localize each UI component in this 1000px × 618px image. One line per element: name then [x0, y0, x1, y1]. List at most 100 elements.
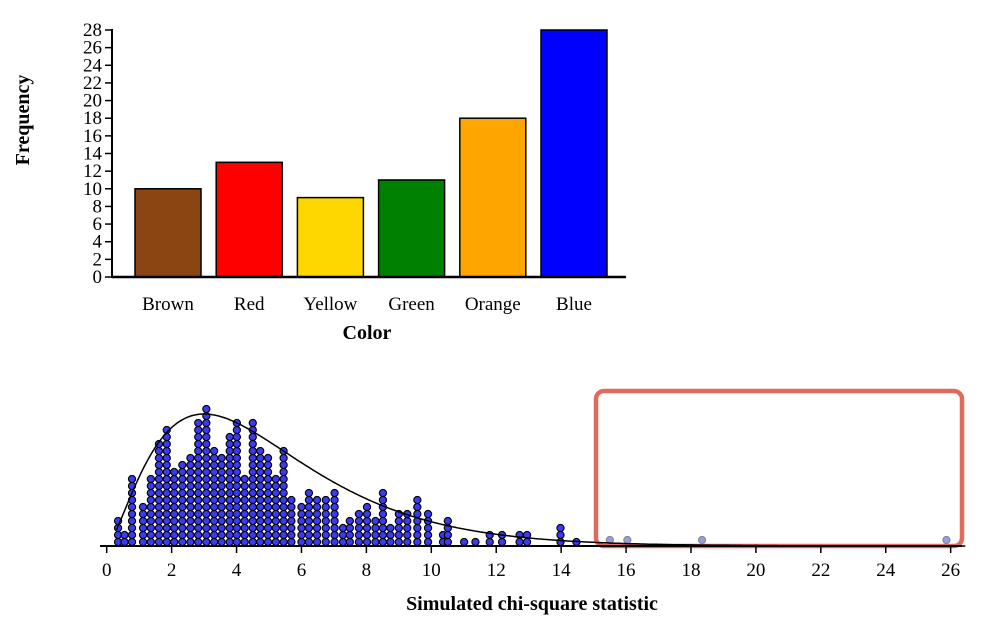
dot	[321, 530, 330, 540]
dot	[154, 502, 164, 512]
dot	[248, 537, 257, 547]
dot	[194, 537, 203, 547]
dot	[279, 495, 288, 505]
dot	[209, 523, 219, 533]
bar-yellow[interactable]	[296, 196, 365, 278]
dot	[138, 537, 148, 547]
dot-plot: 0 2 4 6 8 10 12 14 16 18 20 22 24 26 Simulated chi-sq…	[100, 388, 966, 615]
dot	[240, 523, 249, 533]
dot	[209, 488, 219, 498]
dot	[256, 446, 265, 456]
dot	[271, 516, 280, 526]
dot	[209, 467, 219, 477]
dot	[225, 502, 234, 512]
dot	[248, 516, 257, 526]
dot	[271, 481, 280, 491]
dot	[146, 516, 155, 526]
dot	[297, 509, 306, 519]
dot	[146, 523, 155, 533]
bar-x-axis-label: Color	[343, 322, 392, 344]
bar-blue[interactable]	[540, 29, 608, 278]
dot	[232, 432, 242, 442]
dot	[304, 537, 314, 547]
dot	[162, 530, 171, 540]
dot	[178, 509, 187, 519]
dot-x-tick-label: 22	[811, 560, 830, 581]
dot	[194, 467, 203, 477]
dot	[279, 523, 288, 533]
dot	[304, 502, 314, 512]
dot	[170, 530, 179, 540]
dot	[413, 537, 422, 547]
dot	[178, 516, 187, 526]
dot	[287, 537, 296, 547]
dot	[162, 481, 171, 491]
bar-x-tick-label: Blue	[556, 294, 592, 315]
dot	[485, 537, 494, 547]
dot	[271, 530, 280, 540]
dot	[362, 530, 372, 540]
dot	[248, 453, 257, 463]
bar-brown[interactable]	[134, 188, 202, 278]
dot	[194, 523, 203, 533]
dot	[194, 460, 203, 470]
dot	[217, 537, 226, 547]
bar-x-tick-label: Green	[388, 294, 435, 315]
dot	[304, 523, 314, 533]
dot	[378, 516, 388, 526]
dot	[279, 530, 288, 540]
dot	[178, 523, 187, 533]
dot	[330, 488, 339, 498]
dot	[202, 404, 211, 414]
bar-orange[interactable]	[459, 117, 527, 278]
dot	[225, 488, 234, 498]
dot	[263, 523, 273, 533]
dot	[378, 523, 388, 533]
dot	[330, 502, 339, 512]
dot	[321, 495, 330, 505]
dot	[154, 537, 164, 547]
dot	[271, 523, 280, 533]
dot	[146, 474, 155, 484]
dot	[248, 467, 257, 477]
dot	[225, 495, 234, 505]
dot	[162, 502, 171, 512]
bar-y-tick-label: 2	[93, 249, 103, 270]
dot	[202, 509, 211, 519]
dot-x-tick-label: 16	[617, 560, 636, 581]
dot	[186, 467, 195, 477]
dot	[354, 537, 364, 547]
dot	[312, 537, 322, 547]
dot	[127, 509, 137, 519]
dot	[312, 509, 322, 519]
dot	[256, 474, 265, 484]
bar-y-tick-label: 22	[83, 73, 102, 94]
dot	[194, 509, 203, 519]
dot	[248, 474, 257, 484]
dot	[345, 530, 354, 540]
dot	[240, 530, 249, 540]
bar-red[interactable]	[215, 161, 283, 278]
dot	[279, 460, 288, 470]
dot	[403, 530, 412, 540]
highlight-region-box[interactable]	[593, 388, 965, 549]
bar-green[interactable]	[377, 179, 446, 278]
dot	[194, 481, 203, 491]
dot	[403, 516, 412, 526]
dot	[127, 474, 137, 484]
dot	[240, 474, 249, 484]
dot-x-ticks: 0 2 4 6 8 10 12 14 16 18 20 22 24 26	[102, 546, 960, 581]
dot	[394, 537, 403, 547]
dot	[138, 516, 148, 526]
dot	[186, 537, 195, 547]
dot	[209, 502, 219, 512]
dot	[202, 453, 211, 463]
dot	[232, 425, 242, 435]
dot	[138, 530, 148, 540]
bar-x-tick-label: Red	[234, 294, 265, 315]
dot	[522, 537, 532, 547]
dot	[186, 481, 195, 491]
dot	[232, 453, 242, 463]
dot	[202, 418, 211, 428]
dot	[248, 495, 257, 505]
